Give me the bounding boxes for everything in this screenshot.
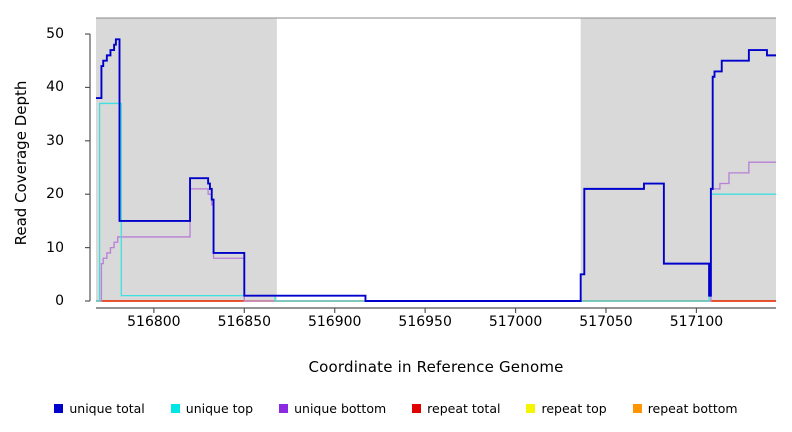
legend-item-repeat-bottom[interactable]: repeat bottom [632, 400, 738, 416]
series-line-unique-total [96, 38, 776, 302]
x-tick-label-516800: 516800 [127, 314, 181, 330]
legend-swatch-unique-total [54, 403, 64, 413]
legend-label-unique-bottom: unique bottom [294, 400, 387, 416]
y-tick-label-40: 40 [46, 79, 64, 96]
legend-item-unique-total[interactable]: unique total [54, 400, 145, 416]
legend-label-repeat-bottom: repeat bottom [647, 400, 738, 416]
shaded-region-0 [96, 18, 277, 301]
x-tick-label-516850: 516850 [217, 314, 272, 330]
legend-label-unique-top: unique top [185, 400, 254, 416]
x-tick-label-517050: 517050 [579, 314, 633, 330]
x-tick-label-517100: 517100 [669, 314, 724, 330]
x-tick-label-516900: 516900 [307, 314, 362, 330]
legend-item-unique-bottom[interactable]: unique bottom [279, 401, 386, 416]
y-axis-title-text: Read Coverage Depth [12, 80, 30, 246]
chart-legend: unique total unique top unique bottom re… [0, 396, 792, 420]
legend-label-repeat-top: repeat top [541, 400, 607, 416]
series-group [96, 38, 776, 302]
y-axis-title: Read Coverage Depth [10, 18, 32, 308]
legend-item-repeat-top[interactable]: repeat top [526, 400, 607, 416]
legend-swatch-unique-top [170, 403, 180, 413]
y-tick-label-30: 30 [46, 132, 64, 149]
y-tick-label-0: 0 [55, 293, 64, 309]
legend-swatch-unique-bottom [279, 403, 289, 413]
y-tick-label-10: 10 [46, 239, 64, 256]
y-tick-label-20: 20 [46, 186, 64, 203]
legend-label-repeat-total: repeat total [427, 400, 501, 416]
legend-swatch-repeat-top [526, 403, 536, 413]
legend-item-unique-top[interactable]: unique top [170, 400, 254, 416]
legend-item-repeat-total[interactable]: repeat total [412, 401, 500, 416]
y-tick-label-50: 50 [46, 26, 64, 43]
x-axis-title: Coordinate in Reference Genome [308, 358, 564, 376]
x-tick-label-517000: 517000 [488, 314, 543, 330]
legend-swatch-repeat-total [412, 403, 422, 413]
x-tick-label-516950: 516950 [398, 314, 452, 330]
legend-swatch-repeat-bottom [632, 403, 642, 413]
shaded-region-1 [580, 18, 776, 301]
legend-label-unique-total: unique total [69, 400, 145, 416]
